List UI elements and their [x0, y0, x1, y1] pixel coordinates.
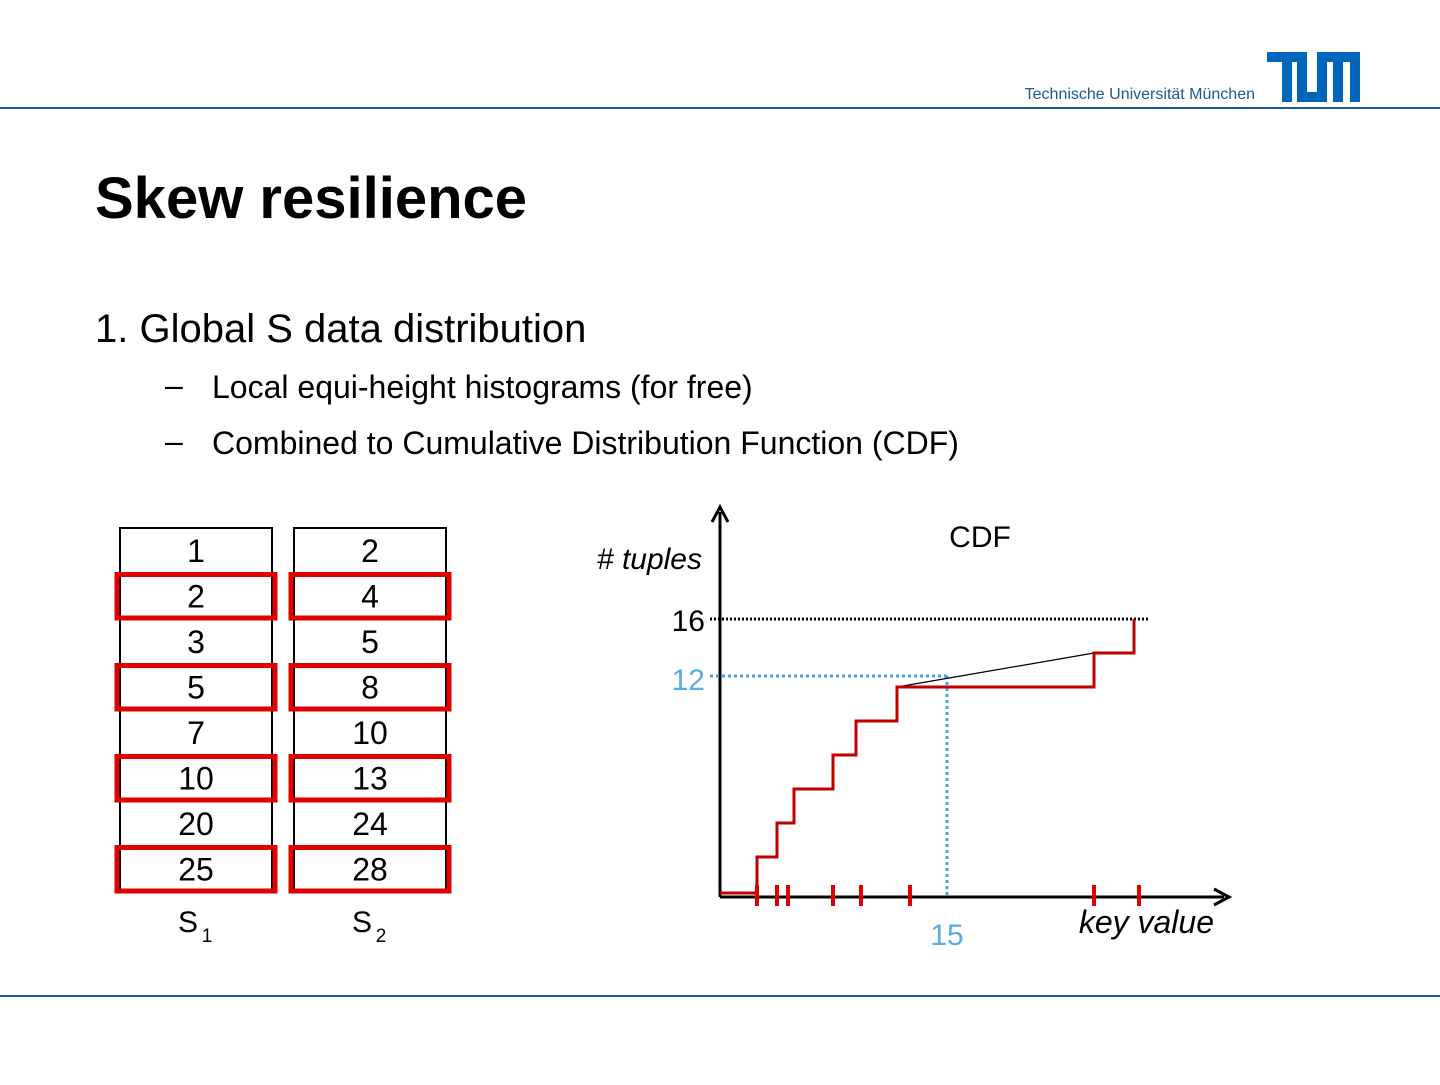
highlight: [114, 845, 278, 894]
cdf-diagram: CDF # tuples key value 16 12 15: [597, 503, 1233, 952]
table-cell: [293, 754, 447, 802]
table-cell: [119, 527, 273, 575]
x-label: key value: [1079, 904, 1214, 940]
highlight: [288, 845, 452, 894]
bullet: 1. Global S data distribution: [95, 307, 586, 351]
y-value: 16: [672, 605, 705, 638]
dash: –: [165, 367, 183, 403]
cell-value: 1: [187, 533, 205, 569]
cell-value: 2: [187, 578, 205, 614]
y-label: # tuples: [597, 543, 702, 576]
cell-value: 8: [361, 669, 379, 705]
table-label: S: [178, 906, 198, 939]
slide-title: Skew resilience: [95, 166, 527, 231]
sub-bullet: Combined to Cumulative Distribution Func…: [212, 425, 959, 461]
y-value: 12: [672, 664, 705, 697]
cell-value: 4: [361, 578, 379, 614]
cdf-title: CDF: [949, 521, 1011, 554]
cdf-step: [720, 619, 1136, 895]
dash: –: [165, 423, 183, 459]
arrow: [710, 503, 730, 523]
table-cell: [293, 663, 447, 711]
table-cell: [293, 845, 447, 893]
cell-value: 10: [178, 760, 214, 796]
highlight: [288, 572, 452, 621]
cell-value: 5: [187, 669, 205, 705]
interpolation-line: [896, 652, 1095, 688]
cell-value: 20: [178, 806, 214, 842]
table-cell: [293, 800, 447, 848]
cell-value: 10: [352, 715, 388, 751]
x-value: 15: [930, 919, 963, 952]
cell-value: 28: [352, 851, 388, 887]
cell-value: 5: [361, 624, 379, 660]
cell-value: 13: [352, 760, 388, 796]
cell-value: 2: [361, 533, 379, 569]
highlight: [114, 572, 278, 621]
logo: [1267, 52, 1360, 102]
cell-value: 7: [187, 715, 205, 751]
table-label-sub: 2: [376, 926, 387, 947]
highlight: [288, 754, 452, 803]
table-cell: [119, 663, 273, 711]
cell-value: 3: [187, 624, 205, 660]
highlight: [288, 663, 452, 712]
cell-value: 25: [178, 851, 214, 887]
arrow: [1213, 887, 1233, 907]
cell-value: 24: [352, 806, 388, 842]
table-cell: [293, 527, 447, 575]
highlight: [114, 754, 278, 803]
table-cell: [119, 572, 273, 620]
table-label: S: [352, 906, 372, 939]
key-ticks: [755, 885, 1141, 906]
table-label-sub: 1: [202, 926, 213, 947]
highlight: [114, 663, 278, 712]
org-name: Technische Universität München: [1025, 86, 1255, 103]
sub-bullet: Local equi-height histograms (for free): [212, 369, 753, 405]
